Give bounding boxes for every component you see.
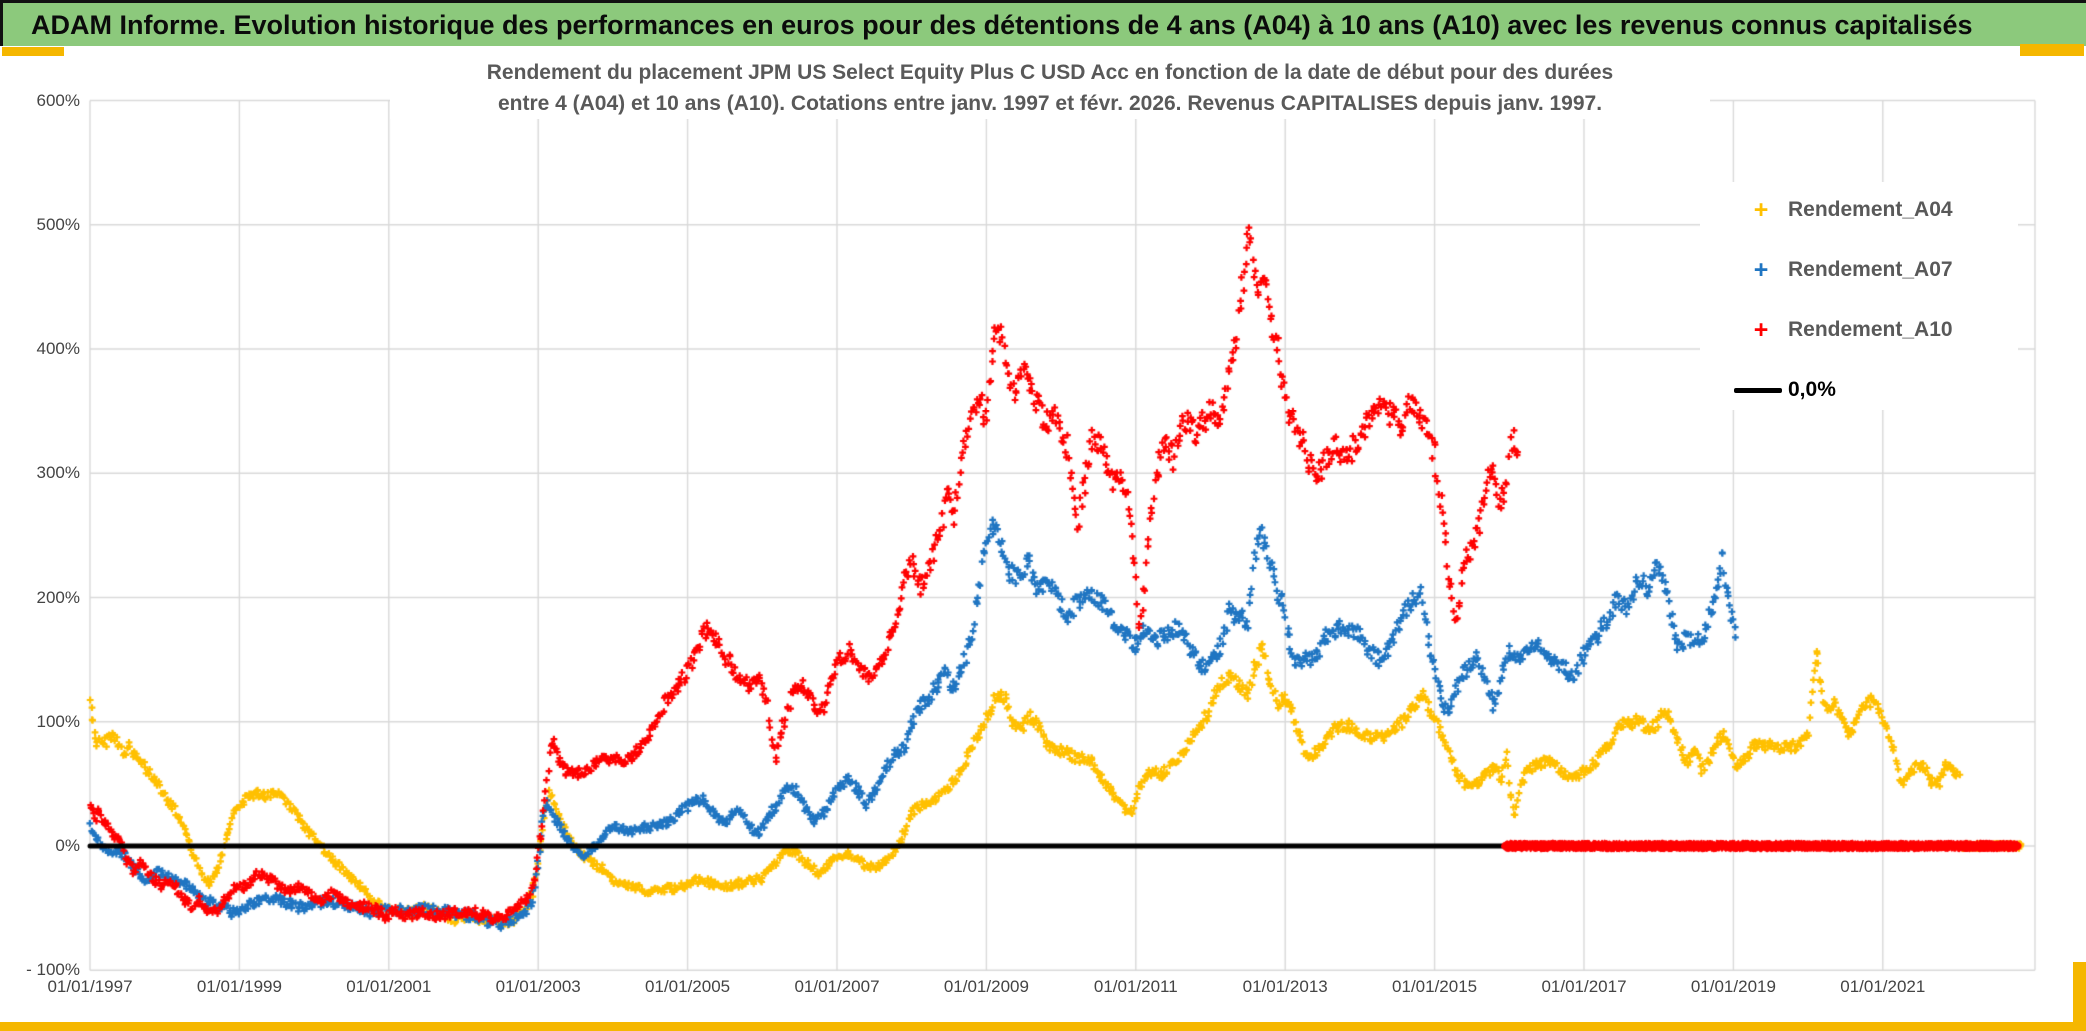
x-tick-label: 01/01/2011 [1093,977,1178,996]
y-tick-label: 0% [55,836,80,855]
x-tick-label: 01/01/2013 [1242,977,1328,996]
legend-item-zero-line: 0,0% [1700,370,2018,410]
x-tick-label: 01/01/2007 [794,977,880,996]
y-tick-label: 100% [36,711,80,731]
x-tick-label: 01/01/2021 [1840,977,1926,996]
legend-label: Rendement_A07 [1788,258,1953,281]
y-tick-label: - 100% [26,960,80,980]
y-tick-label: 300% [36,463,80,483]
legend-item-rendement-a04: + Rendement_A04 [1700,190,2018,230]
x-tick-label: 01/01/2005 [645,977,731,996]
plus-marker-icon: + [1753,316,1769,344]
x-tick-label: 01/01/2017 [1541,977,1627,996]
legend-label: 0,0% [1788,378,1836,401]
y-tick-label: 200% [36,587,80,607]
legend-label: Rendement_A10 [1788,318,1953,341]
x-tick-label: 01/01/2001 [346,977,432,996]
legend-label: Rendement_A04 [1788,198,1953,221]
x-tick-label: 01/01/2009 [943,977,1029,996]
x-tick-label: 01/01/1997 [47,977,133,996]
chart-legend: + Rendement_A04 + Rendement_A07 + Rendem… [1700,182,2018,410]
chart-subtitle-line1: Rendement du placement JPM US Select Equ… [486,61,1614,84]
black-line-swatch-icon [1734,388,1782,393]
y-tick-label: 400% [36,339,80,358]
x-tick-label: 01/01/2019 [1690,977,1776,996]
legend-item-rendement-a10: + Rendement_A10 [1700,310,2018,350]
plus-marker-icon: + [1753,256,1769,284]
y-tick-label: 600% [36,90,80,110]
y-tick-label: 500% [36,214,80,234]
chart-subtitle-line2: entre 4 (A04) et 10 ans (A10). Cotations… [497,92,1603,115]
chart-subtitle: Rendement du placement JPM US Select Equ… [390,57,1710,119]
x-tick-label: 01/01/2003 [495,977,581,996]
plus-marker-icon: + [1753,196,1769,224]
x-tick-label: 01/01/2015 [1392,977,1478,996]
legend-item-rendement-a07: + Rendement_A07 [1700,250,2018,290]
x-tick-label: 01/01/1999 [196,977,282,996]
